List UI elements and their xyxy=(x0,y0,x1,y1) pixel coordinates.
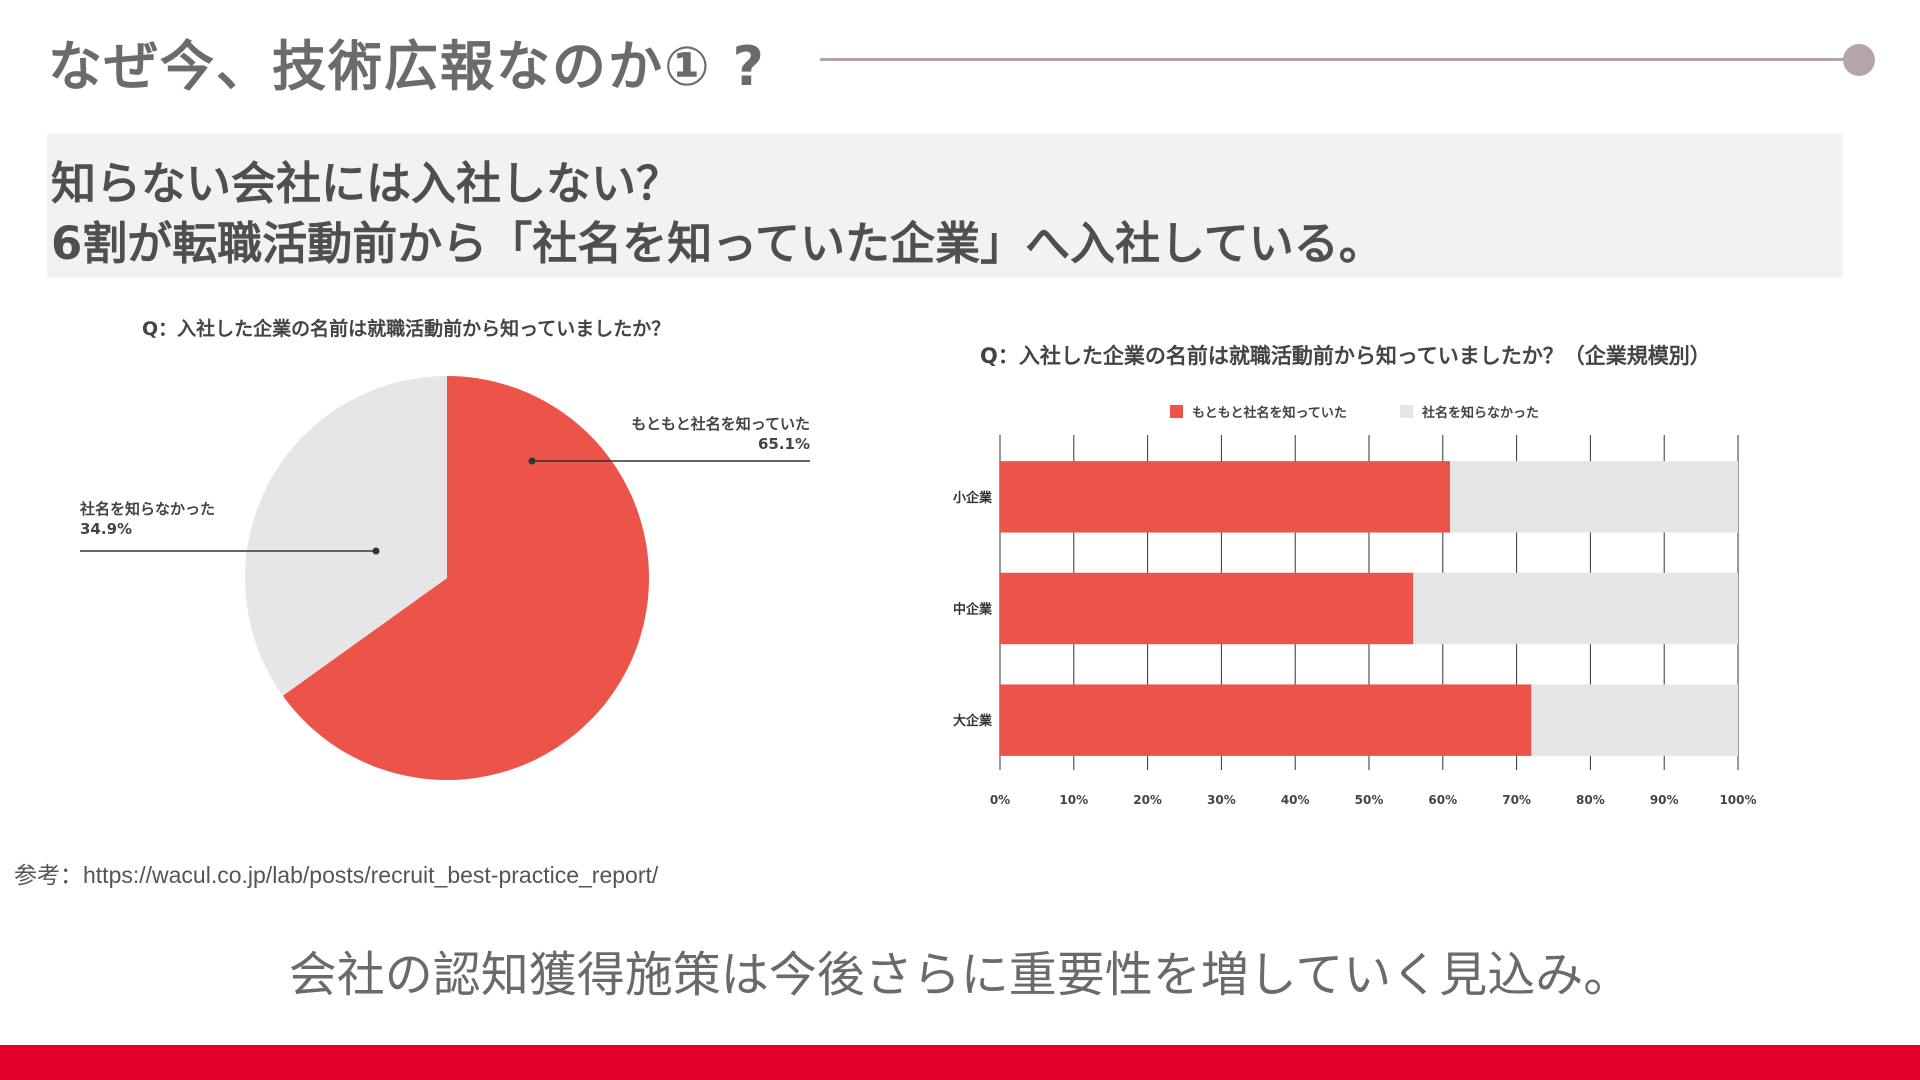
y-category-label: 小企業 xyxy=(953,490,993,506)
pie-label-unknown-value: 34.9% xyxy=(80,520,133,538)
bar-chart-title: Q：入社した企業の名前は就職活動前から知っていましたか？（企業規模別） xyxy=(980,344,1711,368)
legend-swatch xyxy=(1170,405,1183,418)
conclusion-text: 会社の認知獲得施策は今後さらに重要性を増していく見込み。 xyxy=(288,947,1632,1003)
x-tick-label: 70% xyxy=(1502,793,1531,807)
pie-label-unknown-name: 社名を知らなかった xyxy=(80,500,216,518)
page-title: なぜ今、技術広報なのか① ? xyxy=(48,35,766,98)
source-citation: 参考：https://wacul.co.jp/lab/posts/recruit… xyxy=(14,862,659,888)
pie-slice xyxy=(245,376,447,696)
bar-segment xyxy=(1531,684,1738,756)
bar-segment xyxy=(1000,684,1532,756)
title-divider xyxy=(820,58,1854,61)
pie-label-known-value: 65.1% xyxy=(757,435,810,453)
x-tick-label: 100% xyxy=(1719,793,1756,807)
x-tick-label: 10% xyxy=(1059,793,1088,807)
x-tick-label: 20% xyxy=(1133,793,1162,807)
legend-label: 社名を知らなかった xyxy=(1421,405,1539,421)
pie-chart xyxy=(80,376,810,780)
y-category-label: 大企業 xyxy=(953,713,993,729)
x-tick-label: 50% xyxy=(1355,793,1384,807)
bar-segment xyxy=(1000,461,1451,533)
bar-segment xyxy=(1450,461,1738,533)
y-category-label: 中企業 xyxy=(953,602,993,618)
x-tick-label: 30% xyxy=(1207,793,1236,807)
title-divider-dot xyxy=(1843,44,1875,76)
footer-bar xyxy=(0,1045,1920,1080)
x-tick-label: 60% xyxy=(1428,793,1457,807)
pie-label-known: もともと社名を知っていた 65.1% xyxy=(600,414,810,454)
pie-label-unknown: 社名を知らなかった 34.9% xyxy=(80,499,215,539)
bar-segment xyxy=(1413,572,1738,645)
bar-segment xyxy=(1000,572,1414,645)
legend-label: もともと社名を知っていた xyxy=(1192,405,1347,421)
pie-slice xyxy=(282,376,649,780)
bar-chart: もともと社名を知っていた 社名を知らなかった 0% 10% 20% 30% 40% 50% 60… xyxy=(953,405,1757,807)
pie-leader-dot-known xyxy=(528,457,536,465)
x-tick-label: 80% xyxy=(1576,793,1605,807)
headline-line-1: 知らない会社には入社しない？ xyxy=(51,157,682,210)
x-tick-label: 0% xyxy=(990,793,1010,807)
pie-chart-title: Q：入社した企業の名前は就職活動前から知っていましたか？ xyxy=(142,318,671,340)
legend-swatch xyxy=(1400,405,1413,418)
x-tick-label: 90% xyxy=(1650,793,1679,807)
headline-box: 知らない会社には入社しない？ 6割が転職活動前から「社名を知っていた企業」へ入社… xyxy=(47,133,1843,278)
x-tick-label: 40% xyxy=(1281,793,1310,807)
pie-label-known-name: もともと社名を知っていた xyxy=(631,415,810,433)
pie-leader-dot-unknown xyxy=(372,547,380,555)
headline-line-2: 6割が転職活動前から「社名を知っていた企業」へ入社している。 xyxy=(51,217,1384,270)
